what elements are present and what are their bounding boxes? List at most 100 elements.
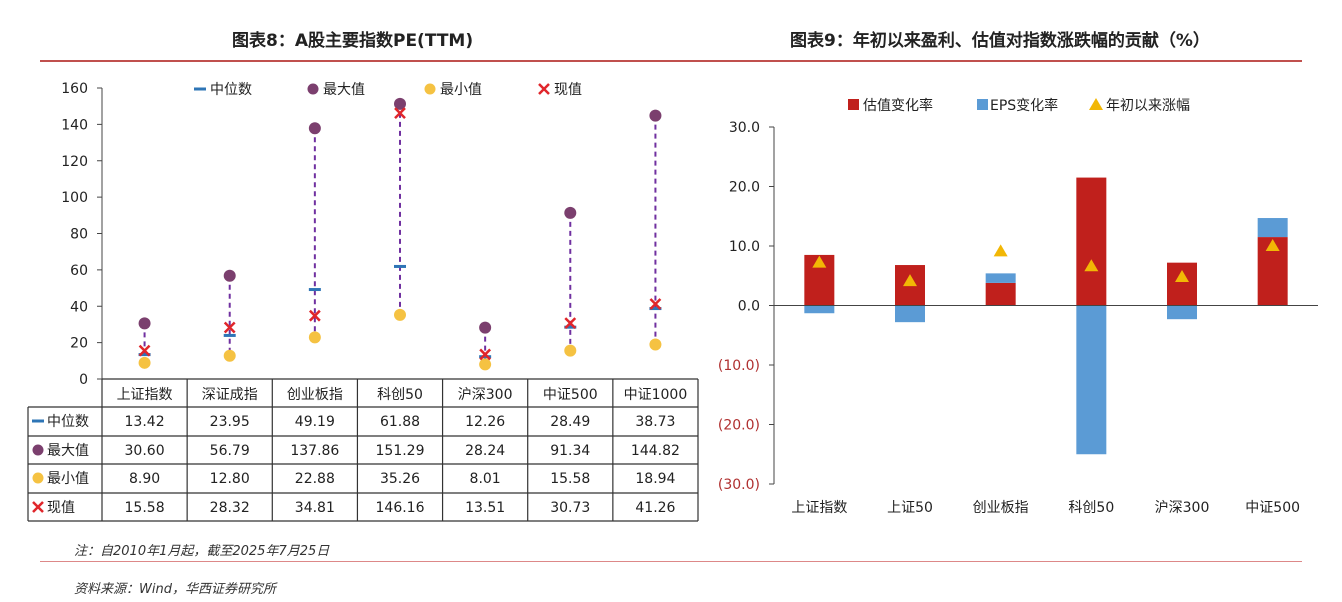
table-cell: 18.94 — [635, 471, 675, 487]
left-chart-title: 图表8：A股主要指数PE(TTM) — [232, 31, 474, 51]
min-marker — [649, 338, 662, 351]
left-y-tick-label: 20 — [70, 336, 88, 352]
table-header-cell: 上证指数 — [117, 387, 173, 403]
table-cell: 30.60 — [125, 443, 165, 459]
eps-bar — [1257, 218, 1288, 238]
table-cell: 15.58 — [550, 471, 590, 487]
median-marker — [308, 288, 321, 292]
table-row-label: 现值 — [47, 500, 75, 516]
table-cell: 146.16 — [376, 500, 425, 516]
valuation-bar — [985, 282, 1016, 306]
right-y-tick-label: 0.0 — [738, 299, 760, 315]
min-marker — [479, 358, 492, 371]
ytd-marker — [903, 274, 917, 287]
table-cell: 28.24 — [465, 443, 505, 459]
current-marker — [223, 321, 236, 334]
source-note: 资料来源：Wind，华西证券研究所 — [74, 582, 276, 597]
table-cell: 144.82 — [631, 443, 680, 459]
table-header-cell: 中证1000 — [624, 387, 688, 403]
current-marker — [308, 309, 321, 322]
table-header-cell: 深证成指 — [202, 387, 258, 403]
left-y-tick-label: 0 — [79, 372, 88, 388]
table-median-symbol — [32, 419, 44, 423]
median-marker — [138, 353, 151, 357]
legend-dot-marker — [424, 83, 436, 95]
table-cell: 41.26 — [635, 500, 675, 516]
footer-divider — [40, 561, 1302, 562]
table-cell: 38.73 — [635, 414, 675, 430]
table-row-label: 最大值 — [47, 443, 89, 459]
table-cell: 12.26 — [465, 414, 505, 430]
eps-bar — [985, 273, 1016, 283]
legend-label: 中位数 — [210, 82, 252, 98]
right-x-tick-label: 创业板指 — [973, 500, 1029, 516]
table-header-cell: 科创50 — [377, 387, 423, 403]
table-max-symbol — [32, 444, 44, 456]
header-divider — [40, 60, 1302, 62]
median-marker — [223, 333, 236, 337]
right-chart-title: 图表9：年初以来盈利、估值对指数涨跌幅的贡献（%） — [790, 31, 1210, 51]
max-marker — [564, 206, 577, 219]
legend-valuation-swatch — [848, 99, 859, 110]
legend-label: 年初以来涨幅 — [1106, 97, 1190, 114]
min-marker — [138, 356, 151, 369]
min-marker — [394, 308, 406, 321]
eps-bar — [1076, 305, 1107, 455]
table-cell: 8.01 — [470, 471, 501, 487]
table-cell: 28.49 — [550, 414, 590, 430]
left-y-tick-label: 80 — [70, 227, 88, 243]
left-y-tick-label: 100 — [61, 190, 88, 206]
table-cell: 28.32 — [210, 500, 250, 516]
legend-label: 估值变化率 — [863, 97, 933, 114]
table-cell: 22.88 — [295, 471, 335, 487]
median-marker — [394, 264, 406, 268]
table-cell: 34.81 — [295, 500, 335, 516]
left-y-tick-label: 160 — [61, 81, 88, 97]
right-y-tick-label: 10.0 — [729, 239, 760, 255]
table-cell: 56.79 — [210, 443, 250, 459]
table-cell: 61.88 — [380, 414, 420, 430]
legend-eps-swatch — [977, 99, 988, 110]
right-x-tick-label: 上证50 — [887, 500, 933, 516]
table-header-cell: 创业板指 — [287, 387, 343, 403]
ytd-marker — [1175, 269, 1189, 282]
right-y-tick-label: 20.0 — [729, 180, 760, 196]
right-x-tick-label: 中证500 — [1245, 500, 1300, 516]
current-marker — [479, 348, 492, 361]
legend-median-marker — [194, 87, 206, 91]
table-header-cell: 沪深300 — [458, 387, 513, 403]
max-marker — [138, 317, 151, 330]
table-header-cell: 中证500 — [543, 387, 598, 403]
max-marker — [394, 97, 406, 110]
ytd-marker — [1265, 239, 1280, 251]
legend-dot-marker — [307, 83, 319, 95]
eps-bar — [804, 305, 835, 314]
max-marker — [479, 321, 492, 334]
legend-ytd-marker — [1089, 98, 1103, 110]
table-cell: 30.73 — [550, 500, 590, 516]
max-marker — [649, 109, 662, 122]
table-row-label: 最小值 — [47, 471, 89, 487]
legend-label: EPS变化率 — [990, 97, 1058, 114]
eps-bar — [895, 305, 925, 323]
left-y-tick-label: 60 — [70, 263, 88, 279]
legend-label: 最小值 — [440, 82, 482, 98]
table-cell: 91.34 — [550, 443, 590, 459]
current-marker — [564, 317, 577, 329]
right-y-tick-label: 30.0 — [729, 120, 760, 136]
eps-bar — [1167, 305, 1197, 320]
table-row-label: 中位数 — [47, 414, 89, 430]
right-y-tick-label: (10.0) — [718, 358, 760, 374]
table-cell: 49.19 — [295, 414, 335, 430]
right-y-tick-label: (20.0) — [718, 418, 760, 434]
table-min-symbol — [32, 472, 44, 484]
valuation-bar — [1076, 177, 1107, 306]
table-cell: 35.26 — [380, 471, 420, 487]
legend-current-marker — [538, 83, 550, 95]
legend-label: 最大值 — [323, 82, 365, 98]
median-marker — [564, 325, 577, 329]
table-cell: 13.51 — [465, 500, 505, 516]
valuation-bar — [1167, 262, 1197, 306]
left-y-tick-label: 40 — [70, 299, 88, 315]
